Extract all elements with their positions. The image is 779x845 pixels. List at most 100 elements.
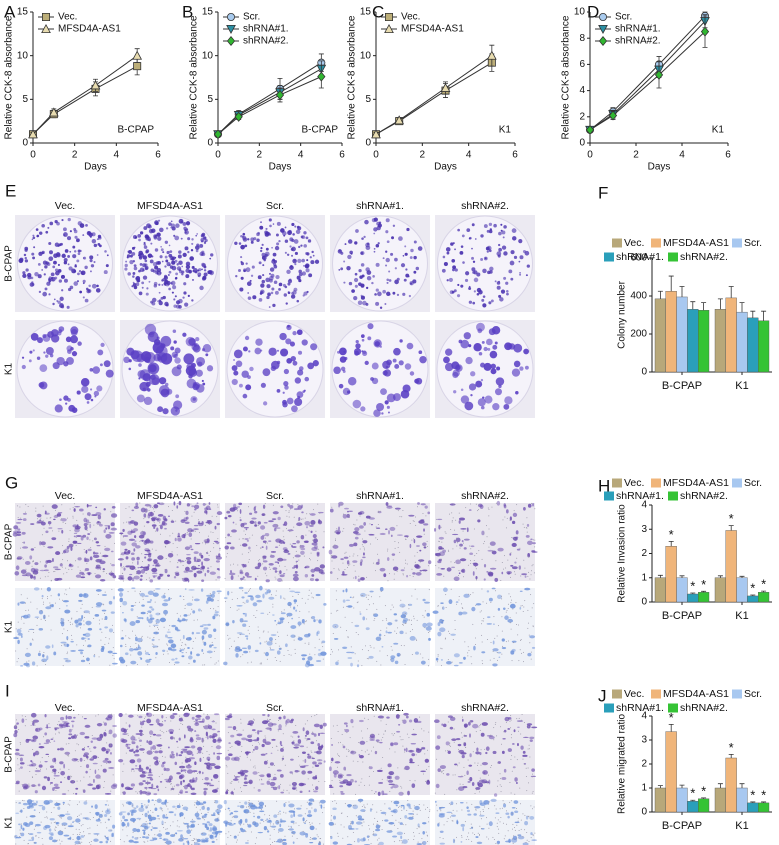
pore (145, 716, 146, 717)
pore (68, 569, 69, 570)
error-bar (701, 303, 706, 311)
cell (214, 713, 219, 715)
colony (404, 279, 407, 282)
colony (53, 362, 60, 369)
colony (96, 288, 101, 293)
pore (364, 548, 365, 549)
cell (45, 645, 50, 648)
cell (14, 571, 19, 575)
cell (273, 777, 277, 780)
cell (171, 644, 177, 649)
cell (201, 561, 203, 566)
cell (254, 521, 256, 524)
cell (62, 793, 66, 795)
colony (142, 287, 144, 289)
cell (255, 595, 261, 598)
pore (360, 549, 361, 550)
cell (44, 743, 49, 744)
pore (360, 516, 361, 517)
pore (266, 589, 267, 590)
colony (447, 279, 449, 281)
pore (227, 789, 228, 790)
pore (274, 765, 275, 766)
pore (141, 553, 142, 554)
cell (23, 542, 25, 544)
cell (153, 625, 159, 626)
colony (305, 252, 308, 255)
colony (279, 283, 283, 287)
bar (737, 312, 748, 372)
cell (86, 550, 88, 554)
pore (512, 609, 513, 610)
pore (527, 610, 528, 611)
colony (169, 250, 172, 253)
colony (275, 275, 279, 279)
colony (251, 275, 253, 277)
cell (271, 551, 276, 553)
cell (147, 793, 151, 794)
cell (295, 571, 298, 573)
colony (72, 254, 76, 258)
cell (109, 601, 113, 605)
cell (45, 754, 49, 755)
pore (452, 522, 453, 523)
pore (534, 540, 535, 541)
pore (142, 773, 143, 774)
cell (320, 725, 323, 729)
colony (155, 248, 158, 251)
colony (418, 246, 423, 251)
pore (102, 619, 103, 620)
cell (165, 541, 171, 544)
cell (415, 652, 419, 655)
pore (135, 569, 136, 570)
colony (287, 398, 294, 405)
pore (267, 535, 268, 536)
pore (25, 504, 26, 505)
cell (204, 573, 206, 577)
pore (315, 531, 316, 532)
colony (250, 237, 254, 241)
pore (309, 558, 310, 559)
colony (413, 256, 416, 259)
pore (291, 736, 292, 737)
colony (81, 386, 88, 393)
cell (467, 527, 469, 532)
pore (212, 642, 213, 643)
y-axis-title: Colony number (617, 280, 628, 348)
pore (113, 774, 114, 775)
colony (175, 394, 179, 398)
pore (358, 634, 359, 635)
pore (47, 596, 48, 597)
colony (404, 245, 406, 247)
marker (318, 72, 325, 81)
cell (195, 719, 198, 721)
pore (205, 504, 206, 505)
cell (331, 758, 334, 762)
cell (297, 621, 301, 625)
pore (112, 625, 113, 626)
colony (386, 218, 390, 222)
bar (715, 788, 726, 812)
pore (135, 643, 136, 644)
colony (202, 277, 206, 281)
colony (482, 269, 486, 273)
cell (131, 588, 135, 589)
pore (130, 517, 131, 518)
pore (68, 769, 69, 770)
pore (367, 658, 368, 659)
cell (263, 541, 267, 543)
colony (168, 222, 172, 226)
pore (413, 576, 414, 577)
colony (277, 361, 280, 364)
colony (248, 350, 250, 352)
cell (60, 642, 66, 644)
cell (103, 732, 106, 736)
pore (470, 504, 471, 505)
cell (68, 737, 71, 739)
colony (186, 265, 190, 269)
cell (217, 590, 222, 592)
pore (264, 515, 265, 516)
pore (16, 534, 17, 535)
cell (358, 579, 361, 582)
cell (305, 663, 310, 667)
